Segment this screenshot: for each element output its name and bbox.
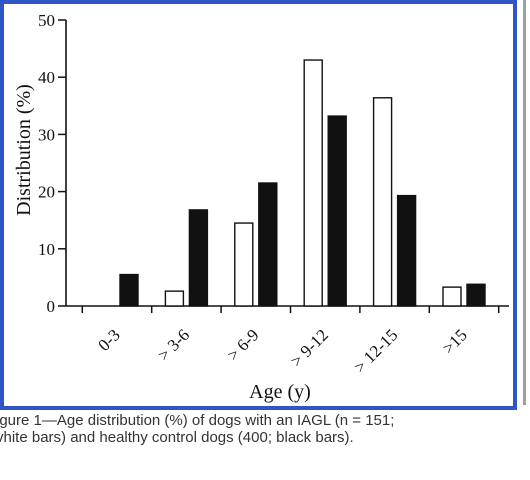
black-bar: [188, 209, 209, 307]
x-tick-label: 0-3: [94, 325, 123, 354]
x-axis: 0-3 > 3-6 > 6-9 > 9-12 > 12-15 >15: [66, 305, 509, 377]
x-tick-label: > 9-12: [287, 325, 332, 370]
x-tick-label: > 12-15: [350, 325, 401, 376]
x-tick-label: > 6-9: [223, 325, 262, 364]
caption-line-2: vhite bars) and healthy control dogs (40…: [0, 429, 354, 446]
y-tick-label: 10: [38, 240, 55, 259]
black-bar: [119, 273, 139, 307]
x-axis-label: Age (y): [249, 381, 311, 403]
y-axis-label: Distribution (%): [13, 84, 35, 216]
bar-chart: 0 10 20 30 40 50 0-3 > 3-6 > 6-9 > 9-12 > 12-15 >1…: [13, 11, 509, 403]
bars: [119, 59, 486, 307]
y-tick-label: 50: [38, 11, 55, 30]
page-edge: [521, 0, 530, 480]
white-bar: [234, 222, 254, 307]
x-tick-label: > 3-6: [154, 325, 193, 364]
black-bar: [396, 194, 417, 307]
figure-frame: 0 10 20 30 40 50 0-3 > 3-6 > 6-9 > 9-12 > 12-15 >1…: [0, 0, 517, 410]
y-tick-label: 30: [38, 125, 55, 144]
x-tick-label: >15: [439, 325, 471, 357]
y-tick-label: 20: [38, 183, 55, 202]
y-axis: 0 10 20 30 40 50: [38, 11, 67, 316]
black-bar: [258, 182, 278, 307]
page-edge-rule: [523, 0, 526, 405]
white-bar: [164, 290, 185, 307]
y-tick-label: 0: [47, 297, 56, 316]
black-bar: [327, 115, 347, 307]
white-bar: [442, 286, 462, 307]
white-bar: [303, 59, 323, 307]
white-bar: [372, 97, 393, 307]
y-tick-label: 40: [38, 68, 55, 87]
black-bar: [466, 283, 486, 307]
caption-line-1: igure 1—Age distribution (%) of dogs wit…: [0, 412, 395, 429]
figure-caption: igure 1—Age distribution (%) of dogs wit…: [0, 412, 516, 446]
